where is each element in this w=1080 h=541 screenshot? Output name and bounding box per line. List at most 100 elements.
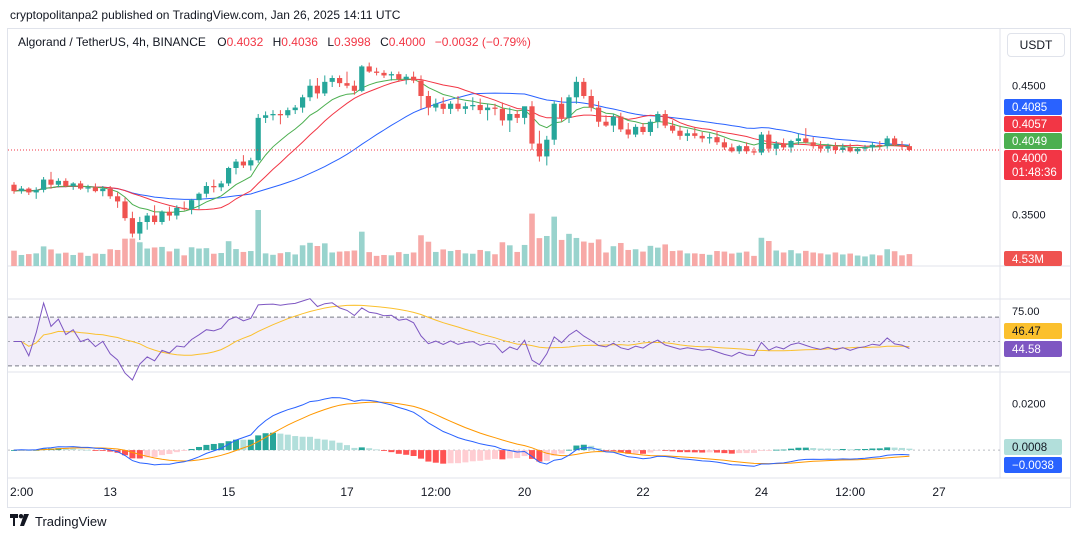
volume-bar xyxy=(581,241,587,266)
symbol-name[interactable]: Algorand / TetherUS, 4h, BINANCE xyxy=(18,35,206,49)
volume-bar xyxy=(114,249,121,266)
volume-bar xyxy=(307,242,313,266)
macd-histogram-bar xyxy=(210,443,217,451)
macd-histogram-bar xyxy=(432,450,439,463)
time-tick-label: 27 xyxy=(932,485,946,499)
volume-bar xyxy=(714,251,720,266)
macd-histogram-bar xyxy=(122,450,128,456)
candle-body xyxy=(403,76,409,80)
rsi-line xyxy=(14,298,910,381)
candle-body xyxy=(337,78,343,84)
macd-histogram-bar xyxy=(455,450,461,464)
volume-bar xyxy=(100,253,106,266)
volume-bar xyxy=(795,253,802,266)
high-value: 0.4036 xyxy=(281,35,318,49)
candle-body xyxy=(581,81,587,96)
macd-histogram-bar xyxy=(847,449,854,451)
volume-bar xyxy=(233,249,239,266)
candle-body xyxy=(70,183,76,186)
volume-bar xyxy=(388,255,395,266)
candle-body xyxy=(92,187,98,192)
candle-body xyxy=(803,138,809,143)
volume-bar xyxy=(188,247,195,266)
ma-slow-tag-bg xyxy=(1004,99,1062,115)
macd-histogram-bar xyxy=(566,449,572,451)
macd-histogram-bar xyxy=(736,450,743,454)
volume-bar xyxy=(48,249,54,266)
volume-bar xyxy=(706,254,713,266)
currency-button[interactable]: USDT xyxy=(1007,33,1065,57)
macd-histogram-bar xyxy=(344,445,350,451)
macd-histogram-bar xyxy=(225,441,232,451)
candle-body xyxy=(492,107,498,109)
candle-body xyxy=(662,114,668,126)
volume-bar xyxy=(270,254,276,266)
candle-body xyxy=(625,129,631,135)
volume-bar xyxy=(26,254,32,266)
macd-histogram-bar xyxy=(99,450,106,451)
macd-histogram-bar xyxy=(647,450,654,453)
macd-histogram-bar xyxy=(173,450,180,453)
candle-body xyxy=(818,146,824,149)
macd-histogram-bar xyxy=(610,450,617,451)
volume-bar xyxy=(292,254,298,266)
candle-body xyxy=(263,115,269,118)
low-value: 0.3998 xyxy=(334,35,371,49)
volume-bar xyxy=(877,255,883,266)
candle-body xyxy=(455,103,461,109)
candle-body xyxy=(840,147,846,150)
macd-histogram-bar xyxy=(617,450,624,453)
candle-body xyxy=(314,85,320,94)
volume-bar xyxy=(810,252,816,266)
macd-histogram-bar xyxy=(551,450,558,456)
macd-histogram-bar xyxy=(832,449,839,451)
publisher-line: cryptopolitanpa2 published on TradingVie… xyxy=(10,8,401,22)
candle-body xyxy=(26,188,32,193)
macd-histogram-bar xyxy=(11,450,17,451)
candle-body xyxy=(107,188,113,197)
volume-bar xyxy=(396,252,402,266)
volume-bar xyxy=(455,249,461,266)
volume-bar xyxy=(447,251,454,266)
volume-bar xyxy=(558,239,565,266)
candle-body xyxy=(388,74,394,76)
candle-body xyxy=(374,71,380,73)
macd-histogram-bar xyxy=(233,439,239,451)
change-value: −0.0032 (−0.79%) xyxy=(434,35,531,49)
macd-hist-tag-bg xyxy=(1004,439,1062,455)
rsi-tick-label: 75.00 xyxy=(1012,306,1040,318)
candle-body xyxy=(795,138,801,141)
candle-body xyxy=(122,201,128,219)
ma-slow-line xyxy=(13,92,910,200)
volume-bar xyxy=(655,247,661,266)
macd-histogram-bar xyxy=(462,450,469,463)
macd-histogram-bar xyxy=(810,448,817,451)
candle-body xyxy=(596,107,602,122)
candle-body xyxy=(610,116,616,126)
last-price-tag-bg xyxy=(1004,150,1062,180)
macd-histogram-bar xyxy=(677,450,683,453)
candle-body xyxy=(41,179,47,190)
candle-body xyxy=(351,85,357,91)
candle-body xyxy=(647,121,653,132)
volume-bar xyxy=(618,242,624,266)
macd-histogram-bar xyxy=(77,449,84,451)
candle-body xyxy=(144,215,150,222)
macd-histogram-bar xyxy=(743,450,750,454)
candle-body xyxy=(248,160,254,166)
candle-body xyxy=(758,134,764,153)
candle-body xyxy=(285,110,291,116)
footer-brand[interactable]: TradingView xyxy=(35,514,107,529)
candle-body xyxy=(566,97,572,118)
candle-body xyxy=(670,125,676,131)
macd-histogram-bar xyxy=(632,450,639,454)
volume-bar xyxy=(425,241,432,266)
macd-histogram-bar xyxy=(129,450,136,459)
high-label: H xyxy=(272,35,282,49)
chart-legend: Algorand / TetherUS, 4h, BINANCE O0.4032… xyxy=(18,35,537,49)
rsi-tag-bg xyxy=(1004,341,1062,357)
close-value: 0.4000 xyxy=(388,35,426,49)
volume-bar xyxy=(551,216,557,266)
volume-bar xyxy=(521,244,528,266)
